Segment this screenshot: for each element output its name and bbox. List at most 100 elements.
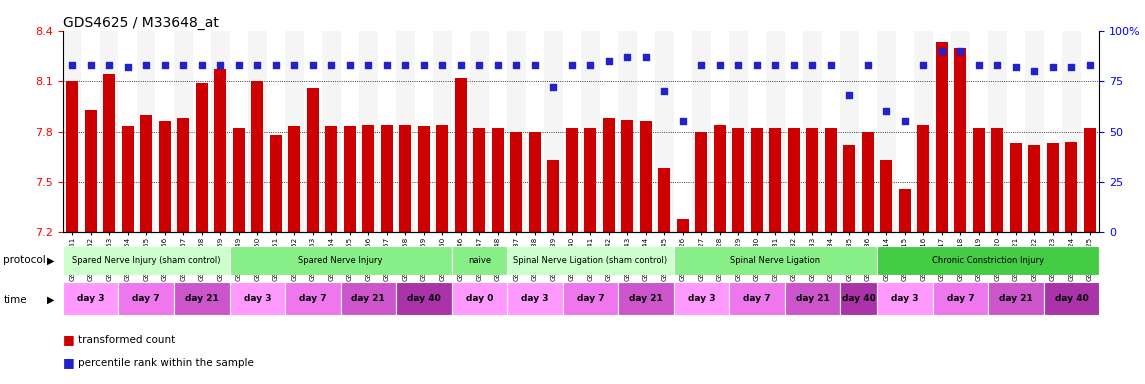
Bar <box>1028 145 1041 232</box>
Bar <box>840 31 859 232</box>
Bar <box>103 74 116 232</box>
Bar <box>1047 143 1059 232</box>
Bar <box>859 31 877 232</box>
Bar <box>251 81 263 232</box>
Bar <box>602 118 615 232</box>
Bar <box>489 31 507 232</box>
Bar <box>970 31 988 232</box>
Text: Spinal Nerve Ligation (sham control): Spinal Nerve Ligation (sham control) <box>513 256 668 265</box>
Point <box>526 62 544 68</box>
Point <box>211 62 229 68</box>
Text: day 7: day 7 <box>133 294 160 303</box>
Text: Spinal Nerve Ligation: Spinal Nerve Ligation <box>731 256 821 265</box>
Text: day 40: day 40 <box>842 294 876 303</box>
Point <box>988 62 1006 68</box>
Bar <box>156 31 174 232</box>
Bar <box>806 128 819 232</box>
Point <box>859 62 877 68</box>
Bar <box>618 282 673 315</box>
Text: transformed count: transformed count <box>78 335 175 345</box>
Bar <box>673 246 877 275</box>
Point <box>822 62 840 68</box>
Bar <box>822 31 840 232</box>
Point <box>840 92 859 98</box>
Bar <box>973 128 985 232</box>
Point <box>81 62 100 68</box>
Bar <box>396 282 451 315</box>
Bar <box>988 282 1044 315</box>
Bar <box>547 160 560 232</box>
Point <box>360 62 378 68</box>
Point <box>1081 62 1099 68</box>
Bar <box>803 31 822 232</box>
Bar <box>914 31 933 232</box>
Bar <box>769 128 781 232</box>
Bar <box>507 282 562 315</box>
Bar <box>877 246 1099 275</box>
Bar <box>360 31 378 232</box>
Bar <box>436 125 449 232</box>
Bar <box>507 31 526 232</box>
Bar <box>1066 142 1077 232</box>
Bar <box>788 128 800 232</box>
Bar <box>396 31 414 232</box>
Bar <box>748 31 766 232</box>
Bar <box>673 282 729 315</box>
Bar <box>529 131 540 232</box>
Point <box>673 118 692 124</box>
Text: day 7: day 7 <box>947 294 974 303</box>
Bar <box>63 282 118 315</box>
Bar <box>81 31 100 232</box>
Point <box>119 64 137 70</box>
Bar <box>877 282 933 315</box>
Bar <box>340 31 360 232</box>
Bar <box>196 83 207 232</box>
Text: day 3: day 3 <box>77 294 104 303</box>
Bar <box>473 128 485 232</box>
Bar <box>418 126 429 232</box>
Bar <box>85 110 96 232</box>
Bar <box>362 125 374 232</box>
Bar <box>582 31 600 232</box>
Point <box>933 48 951 54</box>
Point <box>507 62 526 68</box>
Bar <box>1084 128 1096 232</box>
Bar <box>733 128 744 232</box>
Bar <box>1044 31 1063 232</box>
Point <box>1006 64 1025 70</box>
Bar <box>63 31 81 232</box>
Bar <box>692 31 711 232</box>
Point <box>600 58 618 64</box>
Bar <box>433 31 451 232</box>
Bar <box>118 31 137 232</box>
Text: day 7: day 7 <box>577 294 605 303</box>
Bar <box>137 31 156 232</box>
Bar <box>451 282 507 315</box>
Bar <box>232 128 245 232</box>
Text: Spared Nerve Injury (sham control): Spared Nerve Injury (sham control) <box>72 256 221 265</box>
Point <box>914 62 932 68</box>
Bar <box>562 31 582 232</box>
Text: day 21: day 21 <box>796 294 829 303</box>
Bar <box>600 31 618 232</box>
Bar <box>695 131 708 232</box>
Bar <box>784 282 840 315</box>
Point <box>451 62 469 68</box>
Text: protocol: protocol <box>3 255 46 265</box>
Text: day 40: day 40 <box>1055 294 1088 303</box>
Bar <box>544 31 562 232</box>
Bar <box>214 70 227 232</box>
Text: ■: ■ <box>63 333 74 346</box>
Bar <box>618 31 637 232</box>
Bar <box>229 31 248 232</box>
Point <box>230 62 248 68</box>
Bar <box>955 48 966 232</box>
Bar <box>1025 31 1044 232</box>
Bar <box>1044 282 1099 315</box>
Point <box>192 62 211 68</box>
Point <box>471 62 489 68</box>
Point <box>137 62 156 68</box>
Point <box>489 62 507 68</box>
Point <box>711 62 729 68</box>
Point <box>396 62 414 68</box>
